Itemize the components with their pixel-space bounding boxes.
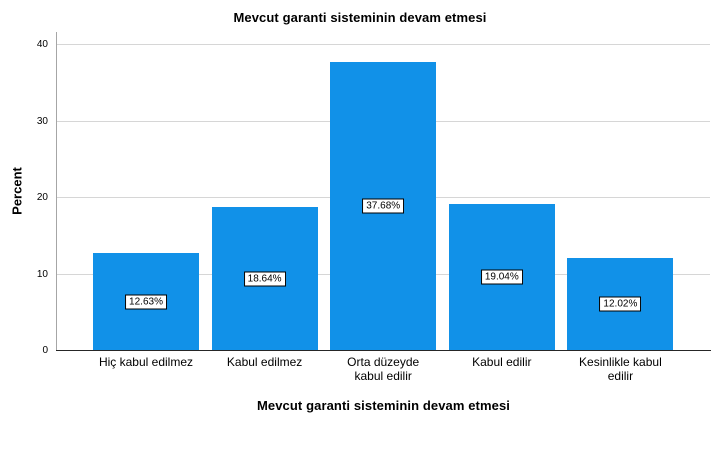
bar-value-label: 19.04% [480, 269, 523, 285]
bar-value-label: 18.64% [243, 271, 286, 287]
x-category-label: Kabul edilir [472, 355, 532, 369]
y-tick-label: 20 [36, 192, 48, 203]
x-category-label: Orta düzeyde kabul edilir [347, 355, 420, 383]
gridline-40 [57, 44, 710, 45]
bar-value-label: 12.02% [599, 296, 642, 312]
x-axis-title: Mevcut garanti sisteminin devam etmesi [256, 398, 511, 413]
y-tick-label: 0 [42, 345, 48, 356]
chart-title: Mevcut garanti sisteminin devam etmesi [233, 10, 487, 25]
bar-value-label: 12.63% [125, 294, 167, 310]
y-tick-label: 40 [36, 39, 48, 50]
y-tick-label: 10 [36, 268, 48, 280]
x-category-label: Kesinlikle kabul edilir [579, 355, 662, 383]
x-category-label: Hiç kabul edilmez [98, 355, 194, 369]
x-category-label: Kabul edilmez [226, 355, 303, 369]
bar-value-label: 37.68% [362, 198, 405, 214]
y-axis-line [56, 32, 57, 351]
x-axis-line [56, 350, 711, 351]
y-axis-title: Percent [9, 167, 25, 215]
y-tick-label: 30 [36, 115, 48, 127]
